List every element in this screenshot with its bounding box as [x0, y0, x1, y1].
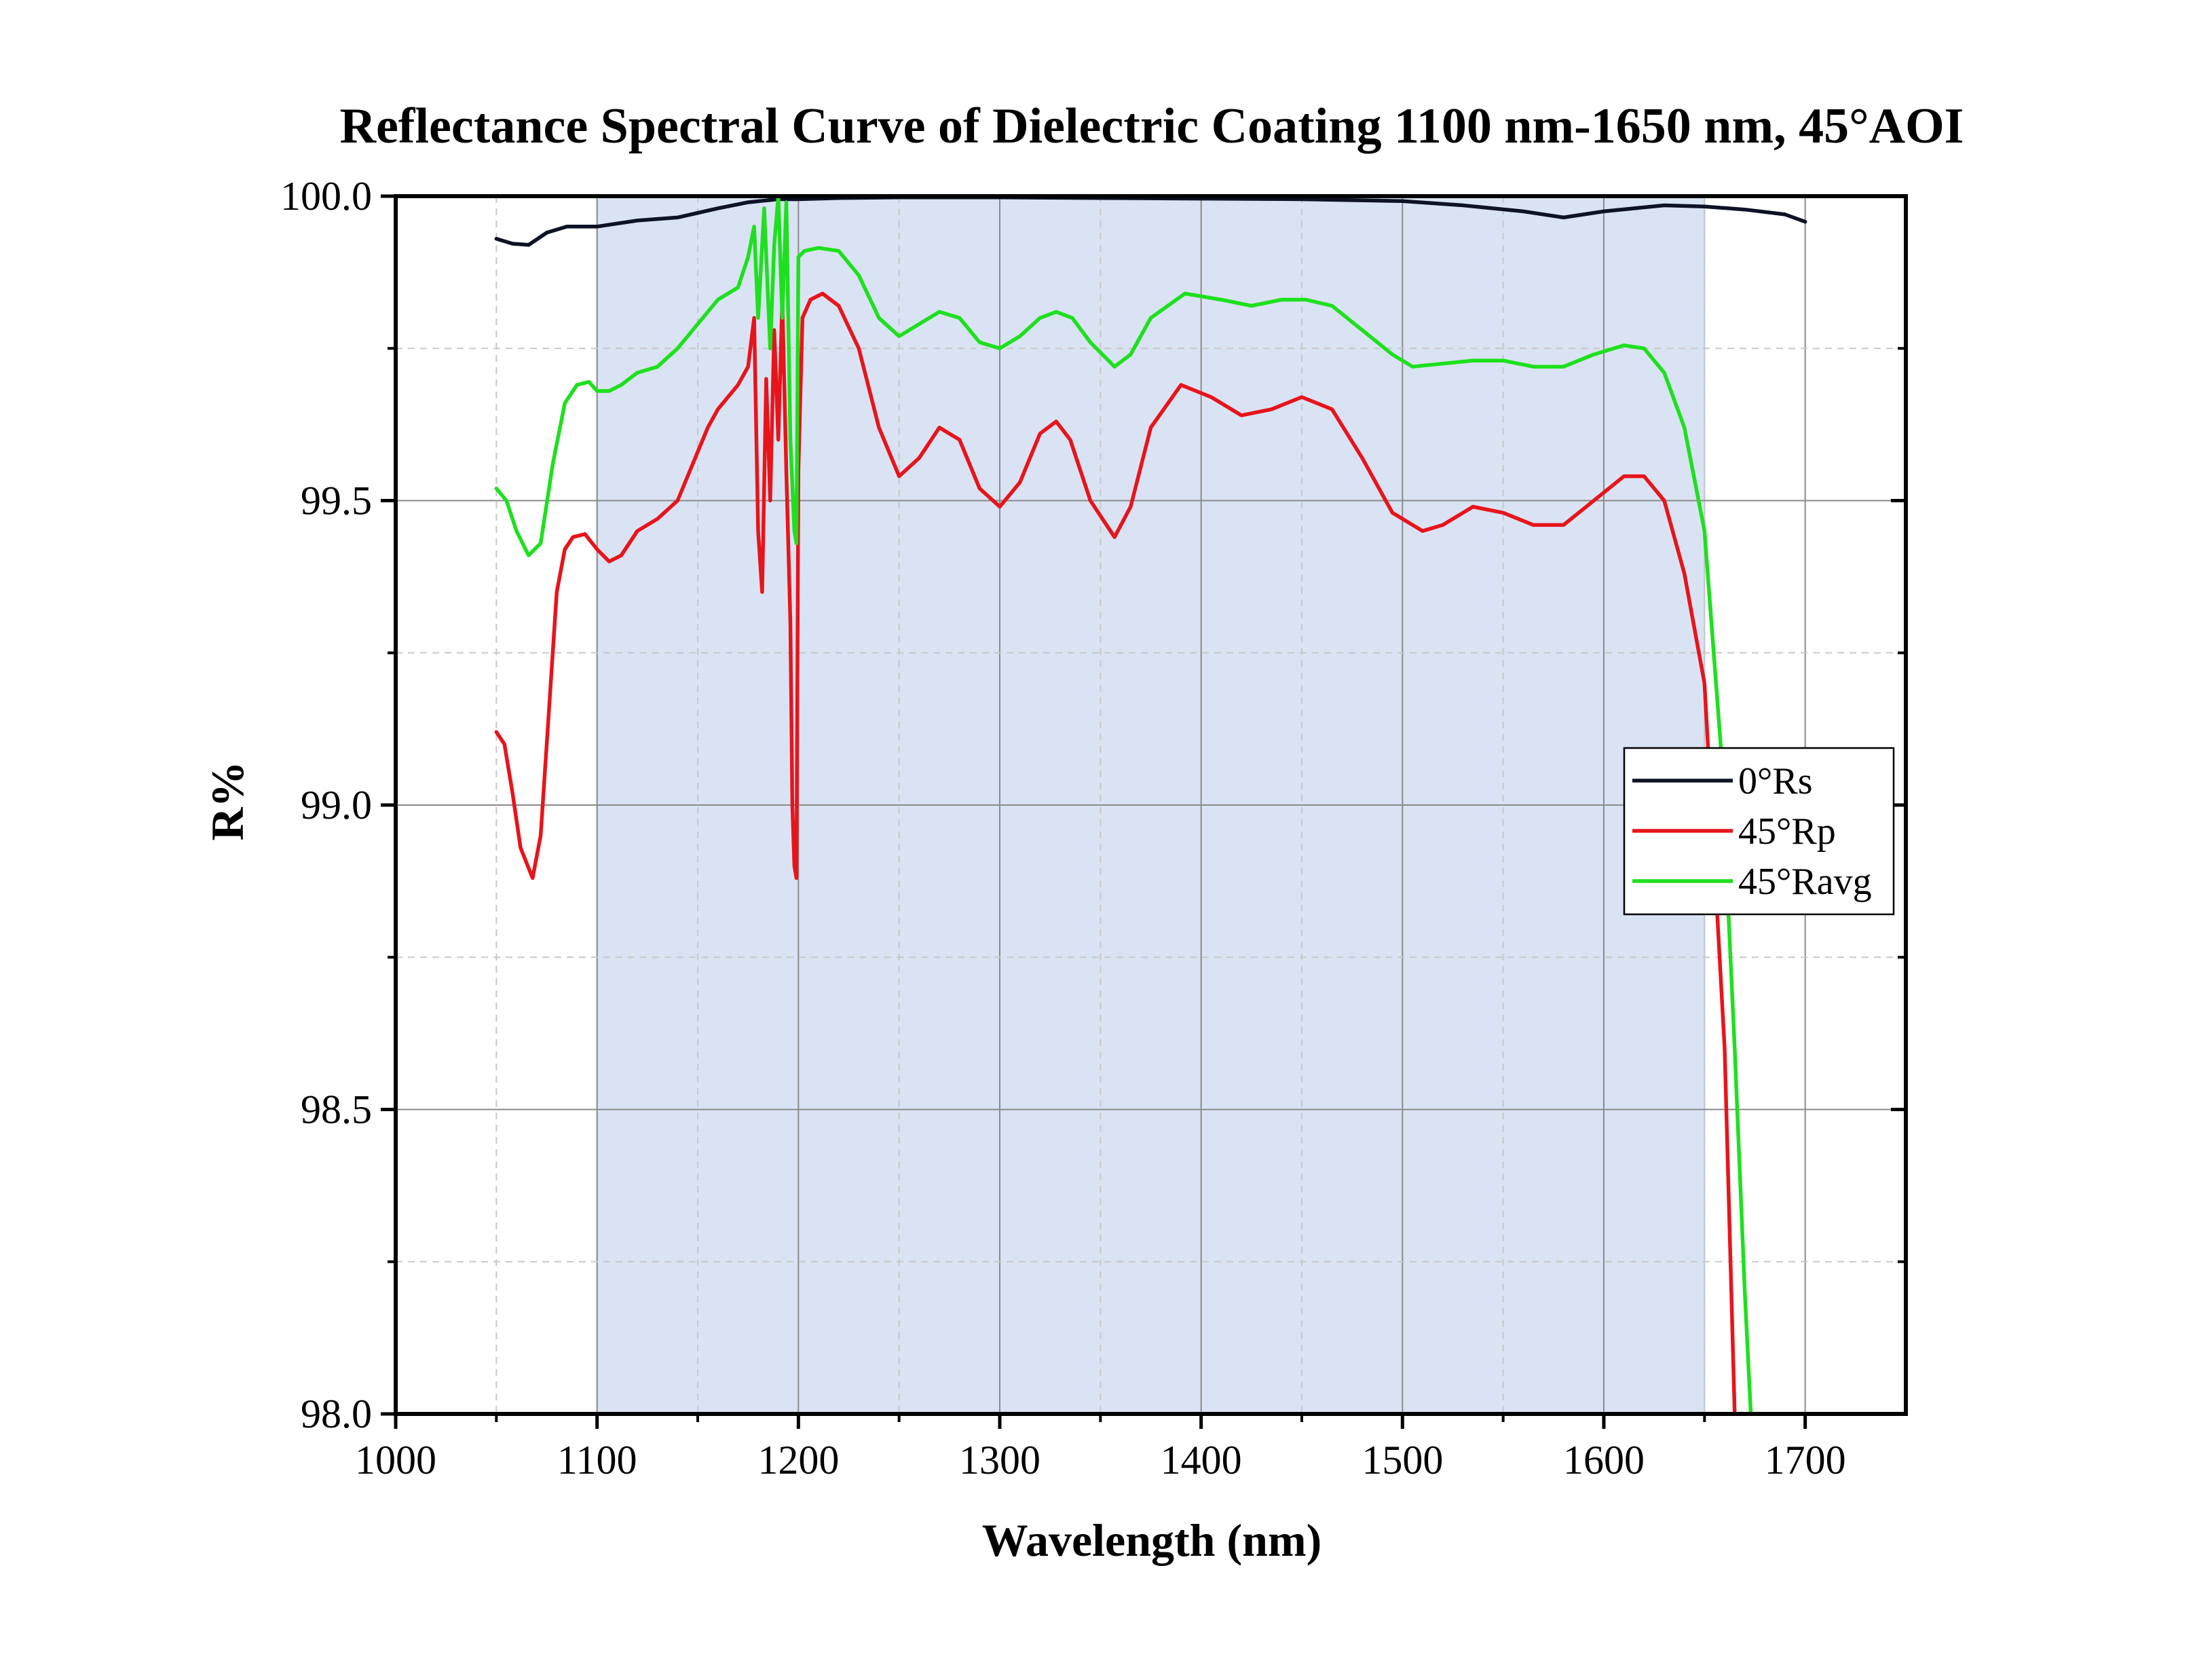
legend-label-2: 45°Ravg [1738, 861, 1872, 903]
grid [396, 196, 1906, 1414]
legend: 0°Rs 45°Rp 45°Ravg [1623, 747, 1895, 916]
series-line-2 [494, 194, 1753, 1414]
x-tick-label: 1100 [557, 1438, 637, 1482]
legend-label-0: 0°Rs [1738, 760, 1813, 802]
x-tick-label: 1500 [1362, 1438, 1443, 1482]
x-tick-label: 1000 [355, 1438, 436, 1482]
axis-ticks [381, 194, 1906, 1429]
y-axis-title: R% [202, 761, 253, 840]
x-tick-labels: 1000 1100 1200 1300 1400 1500 1600 1700 [355, 1438, 1846, 1482]
series-line-1 [494, 291, 1737, 1414]
y-tick-labels: 98.0 98.5 99.0 99.5 100.0 [280, 174, 372, 1436]
x-tick-label: 1600 [1563, 1438, 1645, 1482]
x-tick-label: 1300 [959, 1438, 1040, 1482]
x-tick-label: 1700 [1765, 1438, 1846, 1482]
x-tick-label: 1400 [1161, 1438, 1242, 1482]
y-tick-label: 99.0 [301, 783, 372, 827]
legend-label-1: 45°Rp [1738, 810, 1836, 853]
y-tick-label: 98.5 [301, 1087, 372, 1132]
x-axis-title: Wavelength (nm) [982, 1514, 1322, 1566]
x-tick-label: 1200 [757, 1438, 839, 1482]
y-tick-label: 98.0 [301, 1392, 372, 1436]
y-tick-label: 100.0 [280, 174, 372, 219]
chart-title: Reflectance Spectral Curve of Dielectric… [340, 98, 1964, 154]
y-tick-label: 99.5 [301, 479, 372, 523]
